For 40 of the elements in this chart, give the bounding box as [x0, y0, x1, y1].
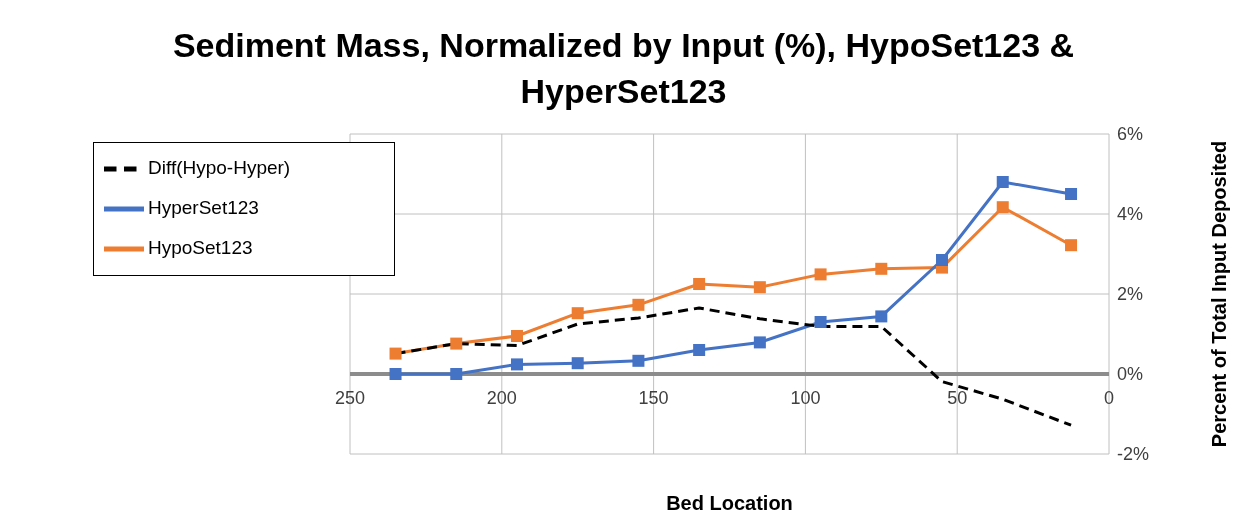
legend-label: HypoSet123	[148, 237, 253, 259]
point	[510, 330, 523, 342]
point	[1065, 188, 1078, 200]
point	[1065, 239, 1078, 252]
point	[814, 316, 827, 328]
y-axis-title: Percent of Total Input Deposited	[1208, 140, 1231, 448]
point	[936, 254, 949, 266]
y-tick-label: 2%	[1117, 284, 1144, 305]
point	[450, 368, 463, 380]
y-tick-label: -2%	[1117, 444, 1150, 465]
point	[632, 354, 645, 367]
y-tick-label: 0%	[1117, 364, 1144, 385]
y-tick-label: 6%	[1117, 124, 1144, 145]
point	[571, 357, 584, 370]
point	[875, 262, 888, 275]
x-tick-label: 100	[790, 388, 821, 408]
point	[389, 368, 402, 380]
point	[693, 278, 706, 290]
point	[814, 268, 827, 281]
legend-label: Diff(Hypo-Hyper)	[148, 157, 291, 179]
x-tick-label: 50	[947, 388, 968, 408]
x-tick-label: 200	[486, 388, 517, 408]
legend-label: HyperSet123	[148, 197, 259, 219]
x-tick-label: 0	[1103, 388, 1115, 408]
point	[875, 310, 888, 323]
x-axis-title: Bed Location	[666, 492, 793, 514]
x-tick-label: 150	[638, 388, 669, 408]
point	[450, 337, 463, 350]
point	[753, 336, 766, 349]
x-tick-label: 250	[334, 388, 366, 408]
point	[753, 281, 766, 294]
chart-title: Sediment Mass, Normalized by Input (%), HypoSet123 & HyperSet123	[171, 25, 1076, 112]
point	[996, 176, 1009, 188]
point	[693, 344, 706, 356]
y-tick-label: 4%	[1117, 204, 1144, 225]
point	[632, 298, 645, 311]
point	[389, 347, 402, 360]
point	[571, 307, 584, 320]
point	[996, 201, 1009, 214]
point	[510, 358, 523, 371]
